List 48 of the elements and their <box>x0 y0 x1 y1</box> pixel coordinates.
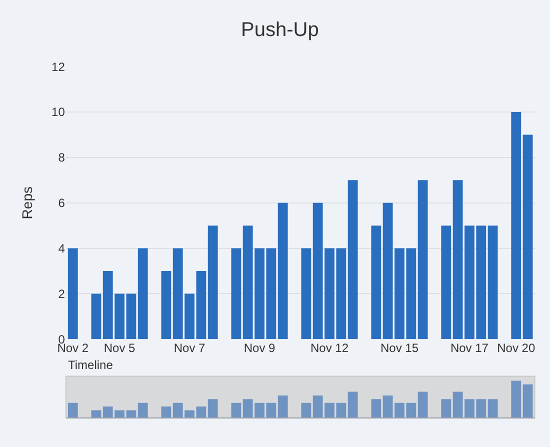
y-tick-label: 6 <box>58 196 66 210</box>
bar <box>138 248 148 340</box>
y-tick-label: 2 <box>58 286 66 301</box>
bar <box>371 226 382 340</box>
chart-title: Push-Up <box>241 19 319 41</box>
bar <box>522 134 533 340</box>
bar <box>441 226 452 340</box>
bar <box>68 248 78 340</box>
x-tick-label: Nov 12 <box>310 341 349 356</box>
x-tick-label: Nov 7 <box>174 341 206 356</box>
bar <box>231 402 242 418</box>
bar <box>418 180 428 340</box>
bar <box>278 202 288 340</box>
bar <box>91 410 102 418</box>
bar <box>161 406 172 418</box>
bar <box>511 380 522 418</box>
y-tick-label: 8 <box>58 150 66 165</box>
bar <box>301 248 312 340</box>
bar <box>126 294 136 340</box>
bar <box>488 226 498 340</box>
x-tick-label: Nov 15 <box>380 341 419 356</box>
bar <box>371 399 382 418</box>
bar <box>231 248 242 340</box>
bar <box>488 399 498 418</box>
chart-title: Timeline <box>68 358 114 372</box>
y-tick-label: 12 <box>52 60 66 74</box>
bar <box>138 402 148 418</box>
x-tick-label: Nov 20 <box>497 341 536 356</box>
y-axis-title: Reps <box>19 186 36 220</box>
x-tick-label: Nov 9 <box>244 341 276 356</box>
bar <box>522 384 533 418</box>
bar <box>68 402 78 418</box>
bar <box>418 392 428 418</box>
bar <box>301 402 312 418</box>
x-tick-label: Nov 5 <box>104 341 136 356</box>
bar <box>161 271 172 340</box>
x-tick-label: Nov 17 <box>450 341 489 356</box>
bar <box>126 410 136 418</box>
bar <box>348 392 358 418</box>
y-tick-label: 4 <box>58 241 66 256</box>
bar <box>208 399 218 418</box>
y-tick-label: 10 <box>52 105 66 120</box>
bar <box>278 395 288 418</box>
bar <box>91 294 102 340</box>
bar <box>511 112 522 340</box>
bar <box>348 180 358 340</box>
bar <box>208 226 218 340</box>
bar <box>441 399 452 418</box>
